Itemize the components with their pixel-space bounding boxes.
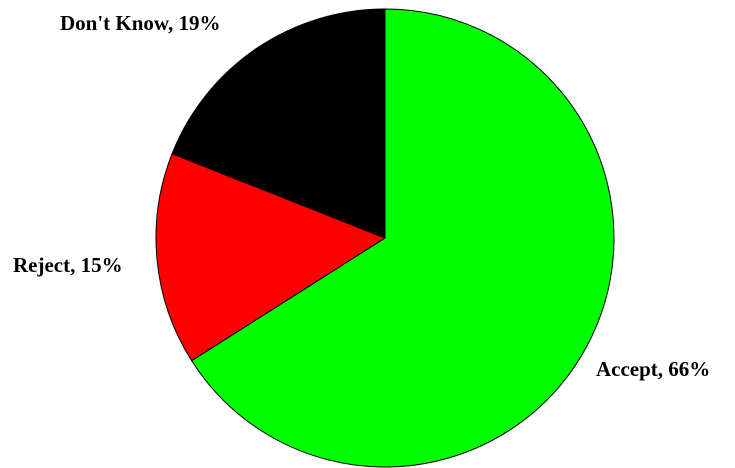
pie-slice-don-t-know	[171, 8, 386, 239]
pie-labels: Accept, 66% Reject, 15% Don't Know, 19%	[13, 11, 710, 381]
slice-label-dont-know: Don't Know, 19%	[60, 11, 220, 35]
pie-slice-accept	[191, 8, 615, 468]
pie-slice-reject	[155, 153, 386, 362]
slice-label-reject: Reject, 15%	[13, 253, 123, 277]
pie-slices	[155, 8, 615, 468]
slice-label-accept: Accept, 66%	[596, 357, 710, 381]
